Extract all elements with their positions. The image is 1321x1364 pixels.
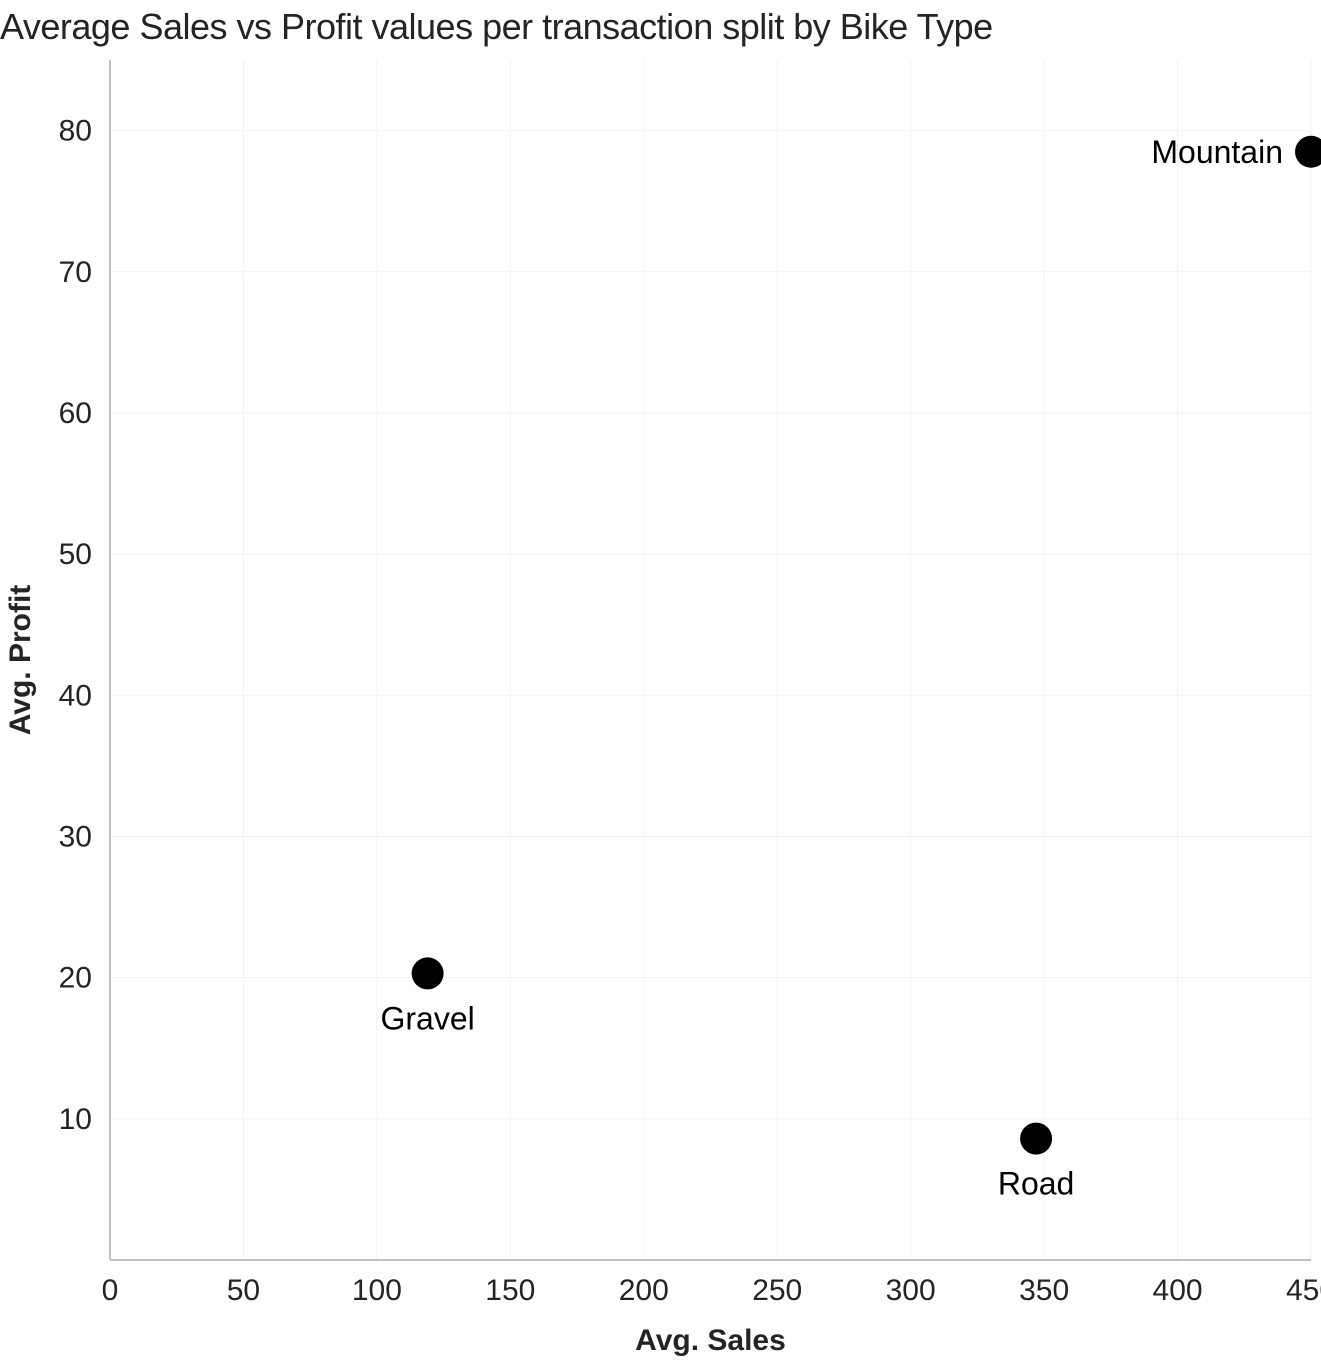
data-point-label: Gravel (380, 1000, 474, 1036)
y-tick-label: 80 (59, 115, 92, 148)
data-point (1295, 136, 1321, 168)
y-tick-label: 10 (59, 1103, 92, 1136)
y-tick-label: 50 (59, 538, 92, 571)
data-point-label: Mountain (1151, 134, 1283, 170)
y-tick-label: 30 (59, 820, 92, 853)
x-tick-label: 250 (752, 1274, 802, 1307)
y-axis-label: Avg. Profit (4, 585, 37, 736)
x-tick-label: 450 (1286, 1274, 1321, 1307)
data-point (1020, 1123, 1052, 1155)
x-tick-label: 400 (1153, 1274, 1203, 1307)
y-tick-label: 20 (59, 962, 92, 995)
y-tick-label: 60 (59, 397, 92, 430)
x-tick-label: 300 (886, 1274, 936, 1307)
y-tick-label: 40 (59, 679, 92, 712)
x-tick-label: 50 (227, 1274, 260, 1307)
x-axis-label: Avg. Sales (635, 1324, 786, 1357)
x-tick-label: 100 (352, 1274, 402, 1307)
chart-svg: 0 50 100 150 200 250 300 350 400 450 10 20 30 40 50 60 7… (0, 0, 1321, 1364)
x-tick-label: 0 (102, 1274, 119, 1307)
data-point (412, 957, 444, 989)
x-tick-label: 200 (619, 1274, 669, 1307)
y-tick-label: 70 (59, 256, 92, 289)
x-tick-label: 150 (485, 1274, 535, 1307)
chart-title: Average Sales vs Profit values per trans… (0, 6, 993, 48)
scatter-chart: Average Sales vs Profit values per trans… (0, 0, 1321, 1364)
x-tick-label: 350 (1019, 1274, 1069, 1307)
data-point-label: Road (998, 1166, 1075, 1202)
